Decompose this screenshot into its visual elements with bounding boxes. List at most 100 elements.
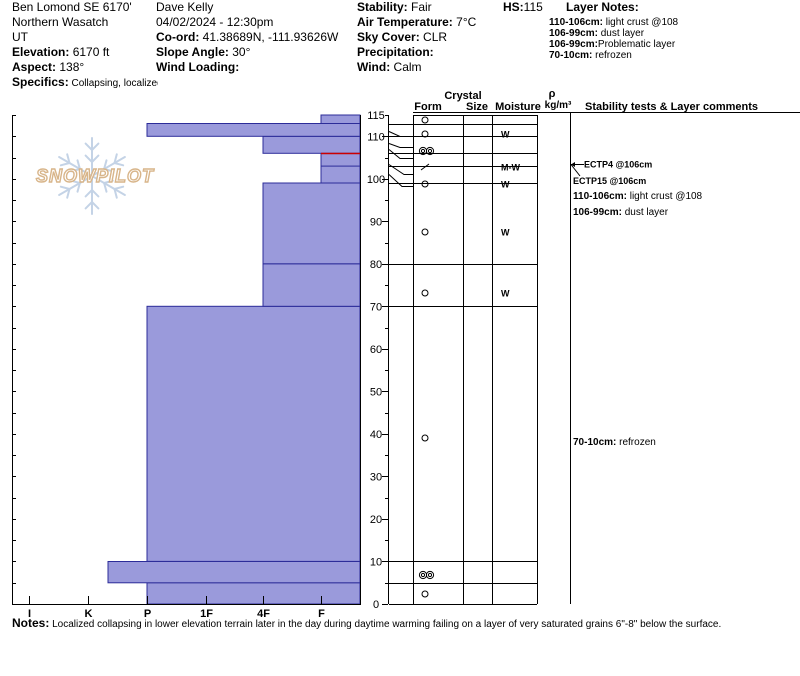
specifics-value: Collapsing, localized [68, 78, 158, 89]
snowflake-arm [91, 156, 126, 177]
watermark-text: SNOWPILOT [36, 166, 155, 186]
hs-value: 115 [523, 0, 543, 14]
layer-connector [388, 149, 413, 159]
snowflake-icon [58, 137, 126, 215]
aspect-value: 138° [56, 60, 85, 74]
grain-round-icon [421, 434, 429, 442]
layer-comment: 110-106cm: light crust @108 [573, 191, 703, 202]
hardness-tick-label: 1F [200, 608, 213, 620]
height-tick-label: 0 [373, 599, 379, 611]
coord-value: 41.38689N, -111.93626W [199, 30, 339, 44]
layer-connector [388, 131, 413, 137]
hardness-bar [107, 561, 361, 584]
layer-note: 70-10cm: refrozen [549, 50, 632, 61]
wind-loading: Wind Loading: [156, 60, 239, 75]
height-tick-label: 40 [370, 429, 382, 441]
grain-melt-icon [420, 572, 426, 578]
hardness-tick-label: I [28, 608, 31, 620]
test-arrow [570, 164, 581, 177]
snowflake-branch [103, 168, 114, 173]
hardness-bar [262, 135, 361, 154]
snowflake-branch [91, 201, 100, 210]
height-tick-label: 20 [370, 514, 382, 526]
size-header: Size [466, 101, 488, 113]
snowflake-arm [91, 175, 126, 196]
height-tick-label: 70 [370, 301, 382, 313]
hardness-tick-label: 4F [257, 608, 270, 620]
precipitation: Precipitation: [357, 45, 434, 60]
specifics-label: Specifics: [12, 75, 69, 89]
grain-round-icon [421, 289, 429, 297]
snowflake-branch [103, 159, 108, 170]
layer-comment-range: 110-106cm: [573, 191, 627, 202]
wind: Wind: Calm [357, 60, 422, 75]
stability-test-label: ECTP4 @106cm [584, 160, 652, 170]
hardness-bar [262, 263, 361, 307]
grain-round-icon [421, 180, 429, 188]
snowflake-branch [113, 185, 125, 190]
layer-comment: 106-99cm: dust layer [573, 207, 669, 218]
notes-text: Localized collapsing in lower elevation … [49, 619, 722, 630]
snowflake-branch [91, 142, 100, 151]
height-tick-label: 100 [367, 174, 385, 186]
height-tick-label: 50 [370, 386, 382, 398]
hardness-bar [146, 582, 361, 605]
grain-round-icon [421, 130, 429, 138]
grain-melt-icon [425, 146, 435, 156]
grain-melt-icon [420, 148, 426, 154]
layer-note: 106-99cm:Problematic layer [549, 39, 676, 50]
snowflake-branch [113, 162, 125, 167]
snowflake-branch [59, 185, 71, 190]
coordinates: Co-ord: 41.38689N, -111.93626W [156, 30, 338, 45]
moisture-header: Moisture [495, 101, 541, 113]
snowflake-branch [84, 154, 93, 163]
slope-label: Slope Angle: [156, 45, 229, 59]
aspect-label: Aspect: [12, 60, 57, 74]
grain-round-icon [421, 590, 429, 598]
snowflake-branch [84, 142, 93, 151]
form-header: Form [414, 101, 442, 113]
air-temperature: Air Temperature: 7°C [357, 15, 476, 30]
layer-note: 110-106cm: light crust @108 [549, 17, 679, 28]
snowflake-branch [70, 168, 81, 173]
layer-notes-title: Layer Notes: [566, 0, 639, 14]
snowflake-branch [59, 162, 71, 167]
hardness-bar [146, 305, 361, 562]
moisture-label: W [501, 130, 510, 140]
stability-label: Stability: [357, 0, 408, 14]
hardness-bar [320, 165, 361, 184]
layer-comment-text: refrozen [616, 437, 655, 448]
moisture-label: W [501, 228, 510, 238]
snowflake-arm [58, 156, 93, 177]
elevation: Elevation: 6170 ft [12, 45, 109, 60]
sky-label: Sky Cover: [357, 30, 420, 44]
layer-connector [388, 174, 413, 187]
snowflake-branch [91, 154, 100, 163]
height-tick-label: 80 [370, 259, 382, 271]
coord-label: Co-ord: [156, 30, 200, 44]
layer-connector [388, 164, 413, 175]
air-temp-value: 7°C [452, 15, 477, 29]
crystal-header: Crystal [444, 90, 481, 102]
snowflake-branch [66, 188, 71, 199]
layer-connector [388, 143, 413, 148]
height-tick-label: 30 [370, 471, 382, 483]
location-name: Ben Lomond SE 6170' [12, 0, 132, 14]
hardness-tick-label: P [144, 608, 151, 620]
sky-value: CLR [419, 30, 448, 44]
slope-value: 30° [228, 45, 251, 59]
hardness-bar [262, 182, 361, 265]
moisture-label: W [501, 180, 510, 190]
layer-comment-range: 106-99cm: [573, 207, 622, 218]
test-arrow-head [571, 162, 575, 167]
snowflake-branch [84, 201, 93, 210]
height-tick-label: 90 [370, 216, 382, 228]
hardness-tick-label: F [318, 608, 325, 620]
height-tick-label: 60 [370, 344, 382, 356]
density-rho-header: ρ [549, 88, 556, 100]
stability: Stability: Fair [357, 0, 432, 15]
snowflake-branch [103, 182, 108, 193]
height-tick-label: 115 [367, 110, 385, 122]
specifics: Specifics: Collapsing, localized [12, 75, 158, 91]
